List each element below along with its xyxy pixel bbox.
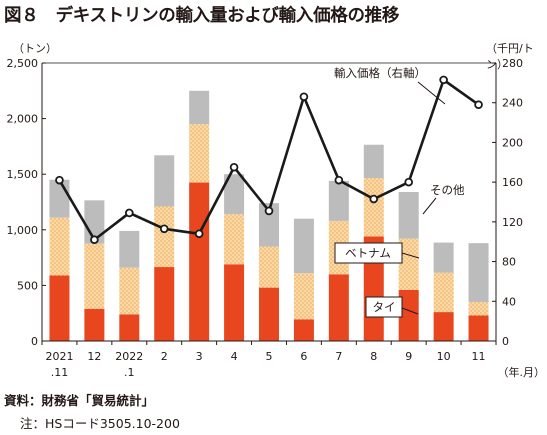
thailand-label: タイ	[373, 300, 396, 314]
x-tick-label: 3	[196, 350, 203, 363]
bar-others	[363, 144, 384, 179]
others-label: その他	[430, 183, 465, 197]
bar-others	[154, 155, 175, 207]
price-point	[229, 162, 239, 172]
price-point	[264, 206, 274, 216]
right-tick-label: 0	[502, 335, 509, 348]
bar-thailand	[119, 267, 140, 315]
thailand-label-leader	[401, 307, 419, 315]
bar-thailand	[398, 238, 419, 290]
left-tick-label: 500	[17, 279, 38, 292]
price-line-label: 輸入価格（右軸）	[334, 66, 426, 80]
bar-others	[224, 174, 245, 215]
x-tick-label: 10	[437, 350, 451, 363]
x-tick-label: 7	[335, 350, 342, 363]
bar-thailand	[468, 302, 489, 316]
x-tick-label: 12	[87, 350, 101, 363]
x-tick-label: .1	[124, 366, 135, 379]
bar-vietnam	[433, 312, 454, 341]
bar-vietnam	[293, 319, 314, 341]
bar-others	[293, 218, 314, 274]
thailand-label-box	[365, 296, 403, 318]
right-tick-label: 40	[502, 295, 516, 308]
bar-thailand	[154, 206, 175, 268]
right-tick-label: 80	[502, 256, 516, 269]
price-point	[55, 175, 64, 185]
left-tick-label: 2,500	[7, 57, 39, 70]
bar-vietnam	[119, 314, 140, 341]
price-line-group	[55, 75, 483, 245]
bar-thailand	[363, 178, 384, 237]
bar-others	[189, 90, 210, 125]
x-tick-label: .11	[51, 366, 69, 379]
bar-others	[49, 179, 70, 218]
left-axis-unit: （トン）	[13, 42, 57, 55]
bar-vietnam	[189, 182, 210, 341]
bar-thailand	[49, 217, 70, 276]
bar-vietnam	[49, 275, 70, 341]
price-point	[299, 92, 309, 102]
x-tick-label: 11	[472, 350, 486, 363]
bar-thailand	[259, 246, 279, 288]
chart-title: 図８ デキストリンの輸入量および輸入価格の推移	[4, 6, 400, 26]
bar-vietnam	[398, 289, 419, 341]
bar-others	[119, 230, 140, 268]
x-tick-label: 6	[300, 350, 307, 363]
bar-vietnam	[84, 308, 105, 341]
bar-others	[398, 191, 419, 239]
x-tick-label: 2022	[115, 350, 143, 363]
vietnam-label: ベトナム	[345, 246, 391, 260]
source-note: 資料：財務省「貿易統計」	[4, 393, 155, 408]
price-point	[334, 175, 344, 185]
price-point	[439, 75, 448, 85]
right-tick-label: 280	[502, 57, 523, 70]
left-tick-label: 1,500	[7, 168, 39, 181]
bar-thailand	[433, 272, 454, 313]
bar-others	[328, 180, 349, 221]
x-axis-unit: （年.月）	[498, 365, 546, 379]
left-tick-label: 2,000	[7, 113, 39, 126]
bar-others	[433, 242, 454, 273]
price-point	[369, 194, 379, 204]
axes-group: 05001,0001,5002,0002,5000408012016020024…	[7, 57, 546, 379]
price-point	[474, 100, 483, 109]
right-tick-label: 200	[502, 136, 523, 149]
bar-vietnam	[468, 315, 489, 341]
price-point	[159, 224, 169, 234]
price-point	[125, 208, 134, 218]
bar-thailand	[224, 214, 245, 265]
left-tick-label: 0	[31, 335, 38, 348]
price-point	[404, 177, 413, 187]
vietnam-label-leader	[401, 252, 420, 259]
bar-others	[468, 243, 489, 303]
left-tick-label: 1,000	[7, 224, 39, 237]
bar-group	[49, 90, 489, 341]
bar-vietnam	[224, 264, 245, 341]
right-tick-label: 120	[502, 216, 523, 229]
price-label-leader	[417, 81, 446, 105]
bar-vietnam	[328, 274, 349, 341]
x-tick-label: 9	[405, 350, 412, 363]
x-tick-label: 8	[370, 350, 377, 363]
right-tick-label: 160	[502, 176, 523, 189]
bar-thailand	[293, 273, 314, 320]
right-axis-unit: （千円/トン）	[486, 42, 534, 71]
x-tick-label: 2	[161, 350, 168, 363]
x-tick-label: 2021	[45, 350, 73, 363]
price-point	[194, 229, 204, 239]
bar-others	[259, 203, 279, 247]
right-tick-label: 240	[502, 97, 523, 110]
bar-vietnam	[154, 267, 175, 341]
bar-vietnam	[259, 287, 279, 341]
x-tick-label: 4	[231, 350, 238, 363]
others-label-leader	[422, 197, 437, 215]
price-point	[90, 235, 99, 245]
bar-thailand	[84, 243, 105, 309]
footnote: 注：HSコード3505.10-200	[20, 416, 180, 431]
bar-thailand	[189, 124, 210, 183]
x-tick-label: 5	[266, 350, 273, 363]
